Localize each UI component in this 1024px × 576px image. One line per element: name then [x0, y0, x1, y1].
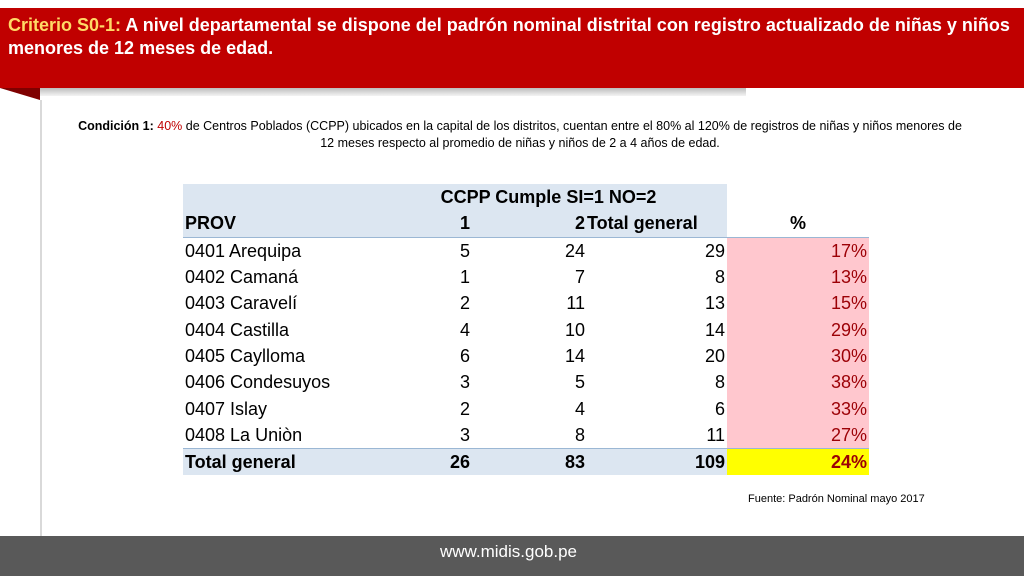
table-row: 0401 Arequipa 5 24 29 17% — [183, 237, 869, 264]
column-header-2: 2 — [472, 210, 587, 238]
count-2-cell: 10 — [564, 319, 585, 340]
percent-cell: 30% — [727, 342, 869, 370]
count-2-cell: 7 — [574, 267, 585, 288]
column-header-row: PROV 1 2 Total general % — [183, 210, 869, 238]
left-divider — [40, 100, 42, 536]
table-row: 0406 Condesuyos 3 5 8 38% — [183, 369, 869, 396]
source-note: Fuente: Padrón Nominal mayo 2017 — [748, 493, 925, 505]
criterion-text: A nivel departamental se dispone del pad… — [8, 15, 1010, 58]
percent-cell: 15% — [727, 290, 869, 317]
total-label: Total general — [183, 447, 370, 476]
prov-cell: 0407 Islay — [185, 398, 268, 419]
banner-shadow — [40, 88, 746, 96]
count-1-cell: 1 — [459, 267, 470, 288]
table-title: CCPP Cumple SI=1 NO=2 — [370, 184, 727, 211]
total-cell: 8 — [714, 372, 725, 393]
count-2-cell: 8 — [574, 424, 585, 445]
count-1-cell: 2 — [459, 293, 470, 314]
total-cell: 8 — [714, 267, 725, 288]
percent-cell: 13% — [727, 263, 869, 291]
count-1-cell: 2 — [459, 398, 470, 419]
prov-cell: 0406 Condesuyos — [185, 372, 331, 393]
count-2-cell: 5 — [574, 372, 585, 393]
table-title-row: CCPP Cumple SI=1 NO=2 — [183, 184, 869, 211]
total-cell: 14 — [704, 319, 725, 340]
percent-cell: 17% — [727, 237, 869, 264]
total-percent: 24% — [727, 447, 869, 476]
prov-cell: 0401 Arequipa — [185, 240, 302, 261]
total-cell: 29 — [704, 240, 725, 261]
total-cell: 11 — [706, 424, 725, 445]
percent-cell: 38% — [727, 369, 869, 396]
condition-description: de Centros Poblados (CCPP) ubicados en l… — [182, 119, 962, 150]
ccpp-table: CCPP Cumple SI=1 NO=2 PROV 1 2 Total gen… — [183, 184, 869, 476]
count-1-cell: 4 — [459, 319, 470, 340]
count-1-cell: 3 — [459, 372, 470, 393]
criterion-label: Criterio S0-1: — [8, 15, 122, 35]
column-header-1: 1 — [370, 210, 472, 238]
count-2-cell: 14 — [564, 345, 585, 366]
total-cell: 20 — [704, 345, 725, 366]
slide-title: Criterio S0-1: A nivel departamental se … — [8, 14, 1013, 60]
table-row: 0403 Caravelí 2 11 13 15% — [183, 290, 869, 317]
table-row: 0405 Caylloma 6 14 20 30% — [183, 342, 869, 370]
total-general: 109 — [587, 447, 727, 476]
prov-cell: 0405 Caylloma — [185, 345, 306, 366]
column-header-percent: % — [727, 210, 869, 238]
prov-cell: 0404 Castilla — [185, 319, 290, 340]
prov-cell: 0403 Caravelí — [185, 293, 298, 314]
column-header-prov: PROV — [183, 210, 370, 238]
empty-header-cell — [727, 184, 869, 211]
footer-bar — [0, 536, 1024, 576]
percent-cell: 27% — [727, 421, 869, 449]
total-cell: 13 — [704, 293, 725, 314]
count-2-cell: 4 — [574, 398, 585, 419]
condition-text: Condición 1: 40% de Centros Poblados (CC… — [70, 118, 970, 152]
percent-cell: 29% — [727, 316, 869, 343]
count-2-cell: 24 — [564, 240, 585, 261]
total-row: Total general 26 83 109 24% — [183, 447, 869, 476]
footer-url[interactable]: www.midis.gob.pe — [440, 542, 578, 561]
count-1-cell: 5 — [459, 240, 470, 261]
title-banner — [0, 8, 1024, 88]
total-cell: 6 — [714, 398, 725, 419]
condition-label: Condición 1: — [78, 119, 154, 133]
percent-cell: 33% — [727, 395, 869, 422]
total-count-1: 26 — [370, 447, 472, 476]
table-row: 0407 Islay 2 4 6 33% — [183, 395, 869, 422]
prov-cell: 0408 La Uniòn — [185, 424, 303, 445]
banner-fold — [0, 88, 40, 100]
table-row: 0404 Castilla 4 10 14 29% — [183, 316, 869, 343]
prov-cell: 0402 Camaná — [185, 267, 299, 288]
empty-header-cell — [183, 184, 370, 211]
column-header-total: Total general — [587, 210, 727, 238]
table-row: 0408 La Uniòn 3 8 11 27% — [183, 421, 869, 449]
count-1-cell: 6 — [459, 345, 470, 366]
count-1-cell: 3 — [459, 424, 470, 445]
count-2-cell: 11 — [566, 293, 585, 314]
condition-percent: 40% — [157, 119, 183, 133]
table-row: 0402 Camaná 1 7 8 13% — [183, 263, 869, 291]
total-count-2: 83 — [472, 447, 587, 476]
